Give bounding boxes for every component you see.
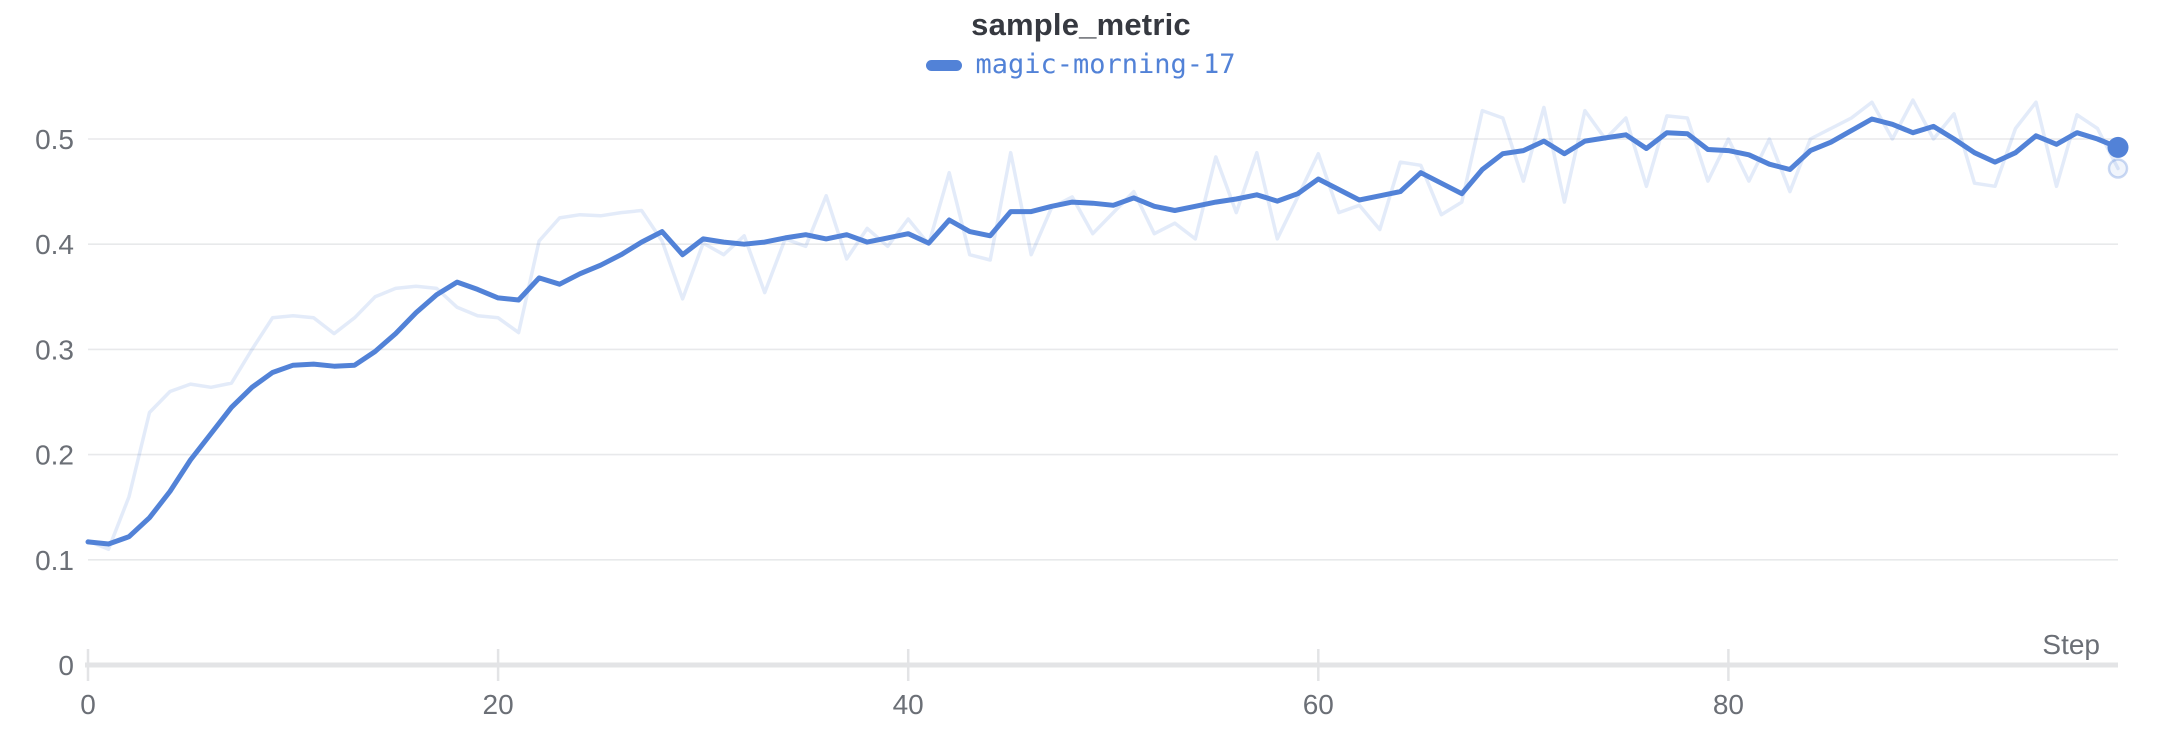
x-axis-title: Step <box>2042 629 2100 660</box>
x-tick-label: 0 <box>80 689 96 720</box>
y-tick-label: 0.2 <box>35 440 74 471</box>
x-tick-label: 60 <box>1303 689 1334 720</box>
series-line-raw <box>86 98 2120 552</box>
y-tick-label: 0.3 <box>35 334 74 365</box>
legend-label: magic-morning-17 <box>975 49 1236 80</box>
x-tick-label: 40 <box>893 689 924 720</box>
y-tick-label: 0 <box>58 650 74 681</box>
series-line-smoothed <box>85 116 2121 547</box>
legend-item-magic-morning-17[interactable]: magic-morning-17 <box>926 49 1236 80</box>
x-tick-label: 80 <box>1713 689 1744 720</box>
y-tick-label: 0.4 <box>35 229 74 260</box>
chart-legend: magic-morning-17 <box>0 50 2162 80</box>
legend-swatch-icon <box>926 59 963 71</box>
y-tick-label: 0.5 <box>35 124 74 155</box>
x-tick-label: 20 <box>483 689 514 720</box>
chart-title: sample_metric <box>971 7 1191 42</box>
y-tick-label: 0.1 <box>35 545 74 576</box>
chart-header: sample_metric magic-morning-17 <box>0 6 2162 80</box>
series-end-dot-raw <box>2107 158 2129 179</box>
series-end-dot <box>2107 136 2129 158</box>
